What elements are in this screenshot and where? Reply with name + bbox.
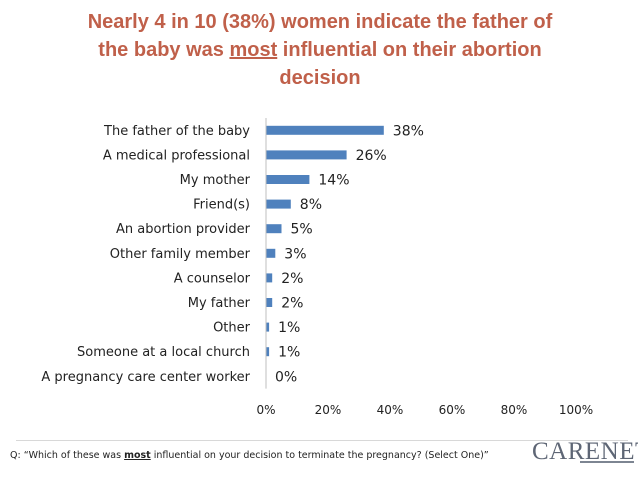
category-label: A medical professional <box>103 148 250 163</box>
question-start: Q: “Which of these was <box>10 450 125 461</box>
x-tick-label: 60% <box>439 403 466 417</box>
title-line-2-start: the baby was <box>98 39 230 61</box>
footer-divider <box>16 440 628 441</box>
bar <box>266 175 310 184</box>
value-label: 14% <box>318 173 349 189</box>
value-label: 5% <box>291 222 313 238</box>
title-line-1: Nearly 4 in 10 (38%) women indicate the … <box>87 11 553 33</box>
value-label: 1% <box>278 345 300 361</box>
title-line-2: the baby was most influential on their a… <box>20 36 620 64</box>
bar <box>266 347 270 357</box>
value-label: 3% <box>284 246 306 262</box>
category-label: Other family member <box>110 247 251 262</box>
category-label: A counselor <box>174 271 251 286</box>
x-tick-label: 100% <box>559 403 593 417</box>
question-end: influential on your decision to terminat… <box>150 450 489 461</box>
value-label: 1% <box>278 320 300 336</box>
category-label: Friend(s) <box>193 198 250 213</box>
bar <box>266 273 273 283</box>
value-label: 0% <box>275 369 297 385</box>
bar <box>266 298 273 307</box>
category-label: The father of the baby <box>103 124 250 139</box>
bar <box>266 224 282 234</box>
title-emphasis: most <box>229 39 278 61</box>
category-label: My father <box>188 296 251 311</box>
survey-question: Q: “Which of these was most influential … <box>10 450 489 461</box>
logo-underline <box>580 461 634 463</box>
category-label: My mother <box>180 173 251 188</box>
value-label: 38% <box>393 123 424 139</box>
bar <box>266 248 276 258</box>
logo-wordmark: CARENET <box>532 438 638 465</box>
x-tick-label: 40% <box>377 403 404 417</box>
category-label: Someone at a local church <box>77 345 250 360</box>
value-label: 26% <box>356 148 387 164</box>
value-label: 2% <box>281 271 303 287</box>
value-label: 8% <box>300 197 322 213</box>
carenet-logo: CARENET <box>532 436 638 470</box>
value-label: 2% <box>281 296 303 312</box>
category-label: An abortion provider <box>116 222 251 237</box>
bar <box>266 150 347 160</box>
question-emphasis: most <box>124 450 151 461</box>
category-label: A pregnancy care center worker <box>41 370 250 385</box>
bar <box>266 125 384 135</box>
bar <box>266 322 270 332</box>
bar <box>266 199 291 209</box>
bar-chart: The father of the baby 38% A medical profe… <box>41 118 593 417</box>
title-line-2-end: influential on their abortion <box>277 39 542 61</box>
title-line-3: decision <box>279 67 361 89</box>
x-tick-label: 0% <box>256 403 275 417</box>
x-tick-label: 80% <box>501 403 528 417</box>
chart-title: Nearly 4 in 10 (38%) women indicate the … <box>20 8 620 92</box>
x-tick-label: 20% <box>315 403 342 417</box>
category-label: Other <box>213 321 251 336</box>
